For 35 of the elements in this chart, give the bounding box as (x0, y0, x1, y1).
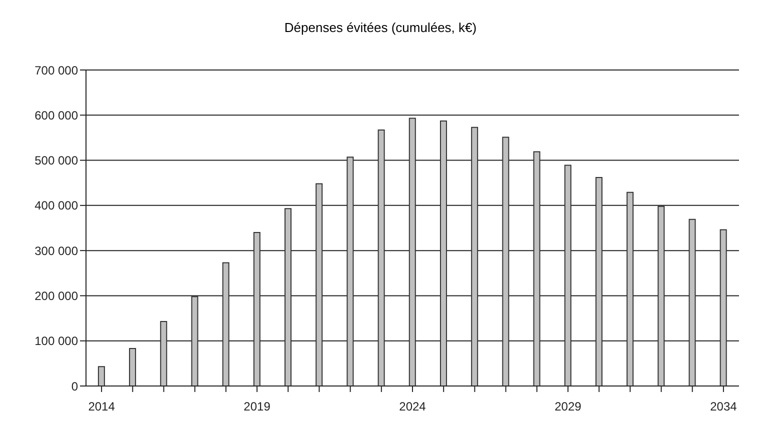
bar (378, 130, 385, 386)
bar (284, 208, 292, 386)
y-tick-label: 300 000 (34, 244, 78, 258)
bar (533, 151, 540, 386)
bar (471, 126, 478, 386)
x-tick-label: 2019 (244, 400, 271, 414)
chart-title: Dépenses évitées (cumulées, k€) (283, 19, 478, 37)
bar (316, 183, 323, 386)
bar (346, 156, 354, 386)
x-tick-label: 2014 (88, 400, 116, 414)
bar (98, 366, 105, 386)
y-tick-label: 700 000 (34, 63, 78, 78)
bar (191, 296, 198, 386)
y-tick-label: 100 000 (34, 334, 78, 348)
bar (408, 118, 416, 386)
y-tick-label: 500 000 (34, 154, 78, 168)
x-tick-label: 2029 (554, 400, 582, 414)
bar (129, 348, 136, 386)
bar (253, 232, 260, 386)
bar (440, 120, 447, 386)
bar (160, 320, 168, 386)
bar (688, 218, 696, 386)
bar (502, 136, 510, 386)
y-tick-label: 400 000 (34, 198, 78, 213)
y-tick-label: 0 (71, 379, 78, 394)
bar (720, 229, 727, 386)
bar (595, 176, 602, 386)
bar (222, 262, 230, 386)
x-tick-label: 2034 (710, 400, 738, 414)
bar (626, 192, 634, 386)
x-tick-label: 2024 (399, 400, 426, 414)
bar (658, 206, 665, 386)
y-tick-label: 600 000 (34, 108, 78, 122)
bar (564, 164, 572, 386)
y-tick-label: 200 000 (34, 288, 78, 303)
